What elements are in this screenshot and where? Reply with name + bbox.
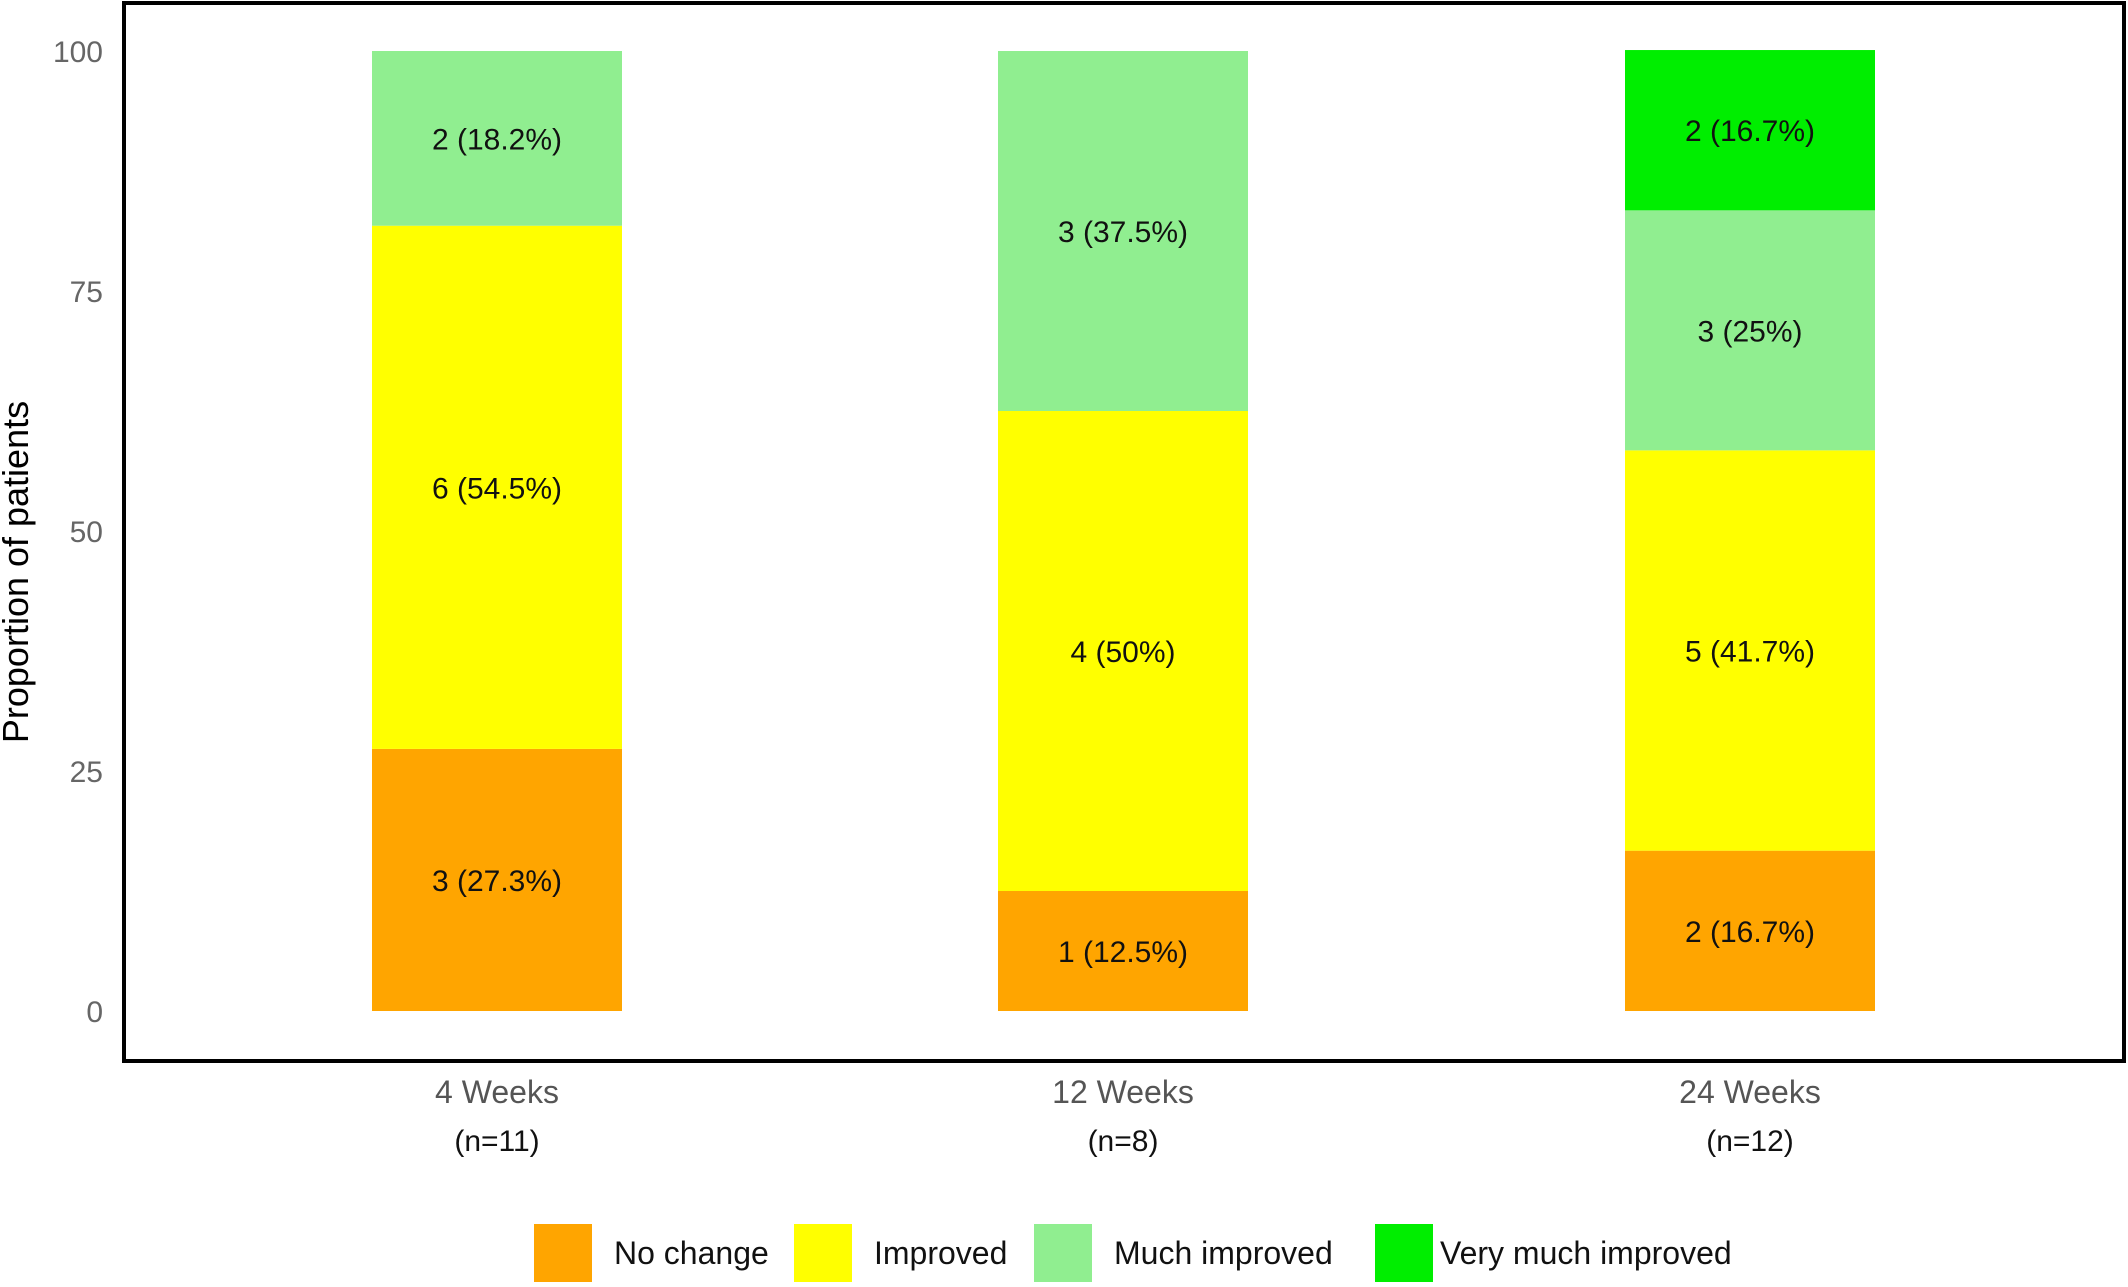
legend-swatch: [534, 1224, 592, 1282]
bar-segment: [998, 411, 1248, 891]
bar-data-label: 3 (37.5%): [1058, 216, 1188, 249]
bar-segment: [372, 225, 622, 749]
legend-item: No change: [534, 1224, 769, 1282]
legend-item: Much improved: [1034, 1224, 1333, 1282]
x-sample-size-label: (n=11): [454, 1125, 539, 1158]
bar-data-label: 2 (16.7%): [1685, 115, 1815, 148]
bar-segment: [998, 891, 1248, 1011]
bar-data-label: 3 (27.3%): [432, 865, 562, 898]
bar-segment: [372, 748, 622, 1011]
y-tick-label: 0: [86, 996, 103, 1029]
bar-segment: [1625, 210, 1875, 451]
x-sample-size-label: (n=12): [1706, 1125, 1794, 1158]
legend-swatch: [1034, 1224, 1092, 1282]
y-tick-label: 100: [53, 36, 103, 69]
legend-swatch: [1375, 1224, 1433, 1282]
x-axis: 4 Weeks (n=11) 12 Weeks (n=8) 24 Weeks (n=12): [435, 1074, 1821, 1158]
bar-data-label: 4 (50%): [1070, 636, 1175, 669]
y-axis: 0 25 50 75 100: [53, 36, 103, 1029]
bars: 3 (27.3%) 6 (54.5%) 2 (18.2%) 1 (12.5%) 4 (5…: [372, 50, 1875, 1011]
bar-data-label: 2 (18.2%): [432, 123, 562, 156]
y-tick-label: 50: [70, 516, 103, 549]
x-category-label: 4 Weeks: [435, 1074, 559, 1110]
bar-segment: [998, 51, 1248, 411]
bar-data-label: 5 (41.7%): [1685, 636, 1815, 669]
legend-label: Much improved: [1114, 1235, 1333, 1271]
legend-label: No change: [614, 1235, 769, 1271]
bar-stack: 2 (16.7%) 5 (41.7%) 3 (25%) 2 (16.7%): [1625, 50, 1875, 1011]
y-tick-label: 25: [70, 756, 103, 789]
x-category-label: 12 Weeks: [1052, 1074, 1194, 1110]
y-tick-label: 75: [70, 276, 103, 309]
bar-data-label: 6 (54.5%): [432, 472, 562, 505]
y-axis-title: Proportion of patients: [0, 401, 36, 743]
bar-segment: [372, 51, 622, 226]
bar-data-label: 3 (25%): [1697, 315, 1802, 348]
bar-segment: [1625, 450, 1875, 851]
legend-label: Improved: [874, 1235, 1007, 1271]
x-sample-size-label: (n=8): [1088, 1125, 1159, 1158]
legend-item: Very much improved: [1375, 1224, 1732, 1282]
x-category-label: 24 Weeks: [1679, 1074, 1821, 1110]
bar-segment: [1625, 50, 1875, 211]
bar-stack: 1 (12.5%) 4 (50%) 3 (37.5%): [998, 51, 1248, 1011]
legend-swatch: [794, 1224, 852, 1282]
legend: No change Improved Much improved Very much …: [534, 1224, 1732, 1282]
bar-data-label: 2 (16.7%): [1685, 916, 1815, 949]
bar-data-label: 1 (12.5%): [1058, 936, 1188, 969]
bar-stack: 3 (27.3%) 6 (54.5%) 2 (18.2%): [372, 51, 622, 1011]
bar-segment: [1625, 850, 1875, 1011]
legend-label: Very much improved: [1440, 1235, 1732, 1271]
legend-item: Improved: [794, 1224, 1007, 1282]
